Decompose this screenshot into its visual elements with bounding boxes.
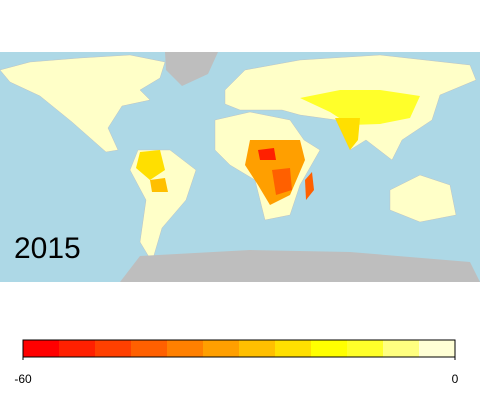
year-label: 2015 (14, 232, 81, 265)
greenland (165, 52, 218, 86)
color-swatch (131, 340, 168, 357)
color-swatch (275, 340, 312, 357)
madagascar (305, 172, 314, 200)
colorbar-frame (22, 339, 456, 358)
color-swatch (203, 340, 240, 357)
south-america-region (136, 150, 165, 180)
color-swatch (23, 340, 60, 357)
south-america-region (150, 178, 168, 192)
south-america (129, 149, 197, 263)
color-swatch (311, 340, 348, 357)
colorbar: -60 0 (14, 340, 459, 386)
africa-region (258, 148, 276, 160)
tick-label: 0 (452, 372, 459, 386)
north-america (0, 54, 166, 153)
color-swatch (95, 340, 132, 357)
color-swatch (383, 340, 420, 357)
color-swatch (239, 340, 276, 357)
south-asia (335, 118, 360, 150)
color-swatch (347, 340, 384, 357)
color-swatch (167, 340, 204, 357)
asia-region (300, 90, 420, 125)
color-swatch (59, 340, 96, 357)
tick-label: -60 (14, 372, 32, 386)
australia (389, 174, 457, 223)
antarctica (120, 250, 480, 282)
africa-region (272, 168, 292, 195)
color-swatch (419, 340, 456, 357)
